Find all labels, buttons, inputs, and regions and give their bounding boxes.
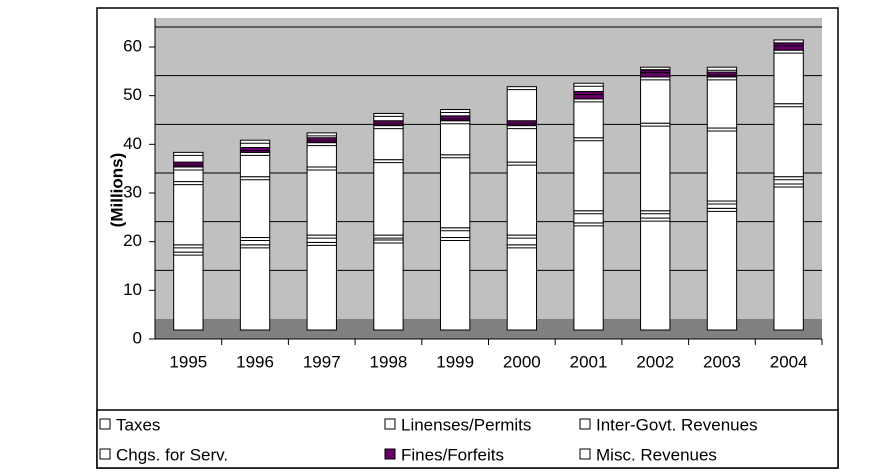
bar-segment (306, 166, 337, 236)
bar-segment (306, 241, 337, 331)
bar-segment (439, 115, 471, 122)
y-axis-label: (Millions) (107, 153, 126, 228)
bar-segment (373, 159, 404, 236)
bar-segment (573, 91, 604, 100)
bar-segment (373, 234, 404, 241)
bar-segment (506, 86, 538, 122)
bar-segment (239, 139, 271, 148)
x-tick-label: 1996 (236, 352, 274, 371)
bar-segment (640, 69, 671, 78)
bar-segment (506, 125, 538, 163)
bar-segment (773, 49, 804, 105)
bar-segment (373, 239, 404, 331)
bar-segment (173, 161, 204, 168)
bar-segment (173, 251, 204, 331)
legend-swatch (99, 448, 111, 460)
bar-segment (706, 66, 738, 73)
y-tick-label: 40 (123, 134, 142, 153)
x-tick-label: 1997 (303, 352, 341, 371)
bar-segment (239, 237, 271, 246)
y-tick-label: 10 (123, 280, 142, 299)
x-tick-label: 2003 (703, 352, 741, 371)
bar-segment (773, 183, 804, 331)
bar-segment (173, 166, 204, 183)
bar-segment (506, 161, 538, 236)
bar-segment (706, 71, 738, 78)
legend (96, 409, 839, 469)
legend-label: Inter-Govt. Revenues (596, 415, 758, 434)
x-tick-label: 1999 (436, 352, 474, 371)
bar-segment (373, 120, 404, 127)
bar-segment (773, 176, 804, 185)
legend-swatch (384, 448, 396, 460)
x-tick-label: 2002 (636, 352, 674, 371)
bar-segment (640, 122, 671, 212)
bar-segment (706, 127, 738, 202)
bar-segment (773, 42, 804, 51)
bar-segment (573, 137, 604, 212)
bar-segment (706, 207, 738, 331)
bar-segment (373, 112, 404, 122)
bar-segment (573, 222, 604, 331)
bar-segment (173, 151, 204, 163)
bar-segment (506, 234, 538, 246)
bar-segment (706, 76, 738, 129)
legend-swatch (579, 418, 591, 430)
bar-segment (640, 76, 671, 124)
bar-segment (173, 244, 204, 253)
legend-label: Taxes (116, 415, 160, 434)
bar-segment (773, 103, 804, 178)
x-tick-label: 1998 (370, 352, 408, 371)
bar-segment (306, 132, 337, 139)
bar-segment (573, 82, 604, 93)
bar-segment (573, 98, 604, 139)
y-tick-label: 30 (123, 182, 142, 201)
bar-segment (506, 120, 538, 127)
y-tick-label: 60 (123, 36, 142, 55)
bar-segment (306, 137, 337, 144)
x-tick-label: 2001 (570, 352, 608, 371)
bar-segment (706, 200, 738, 209)
bar-segment (373, 125, 404, 161)
bar-segment (640, 217, 671, 331)
bar-segment (306, 142, 337, 168)
bar-segment (239, 151, 271, 178)
bar-segment (506, 244, 538, 331)
legend-label: Chgs. for Serv. (116, 445, 228, 464)
legend-label: Misc. Revenues (596, 445, 717, 464)
legend-swatch (579, 448, 591, 460)
bar-segment (773, 39, 804, 44)
x-tick-label: 1995 (169, 352, 207, 371)
bar-segment (239, 176, 271, 239)
bar-segment (239, 147, 271, 153)
x-tick-label: 2004 (770, 352, 808, 371)
y-tick-label: 0 (133, 328, 142, 347)
bar-segment (640, 66, 671, 71)
bar-segment (439, 120, 471, 156)
bar-segment (306, 234, 337, 243)
bar-segment (239, 244, 271, 331)
bar-segment (173, 181, 204, 246)
legend-label: Fines/Forfeits (401, 445, 504, 464)
y-tick-label: 20 (123, 231, 142, 250)
bar-segment (573, 210, 604, 224)
x-tick-label: 2000 (503, 352, 541, 371)
legend-swatch (99, 418, 111, 430)
legend-label: Linenses/Permits (401, 415, 531, 434)
legend-swatch (384, 418, 396, 430)
bar-segment (439, 227, 471, 239)
y-tick-label: 50 (123, 85, 142, 104)
bar-segment (640, 210, 671, 219)
bar-segment (439, 154, 471, 229)
bar-segment (439, 237, 471, 331)
